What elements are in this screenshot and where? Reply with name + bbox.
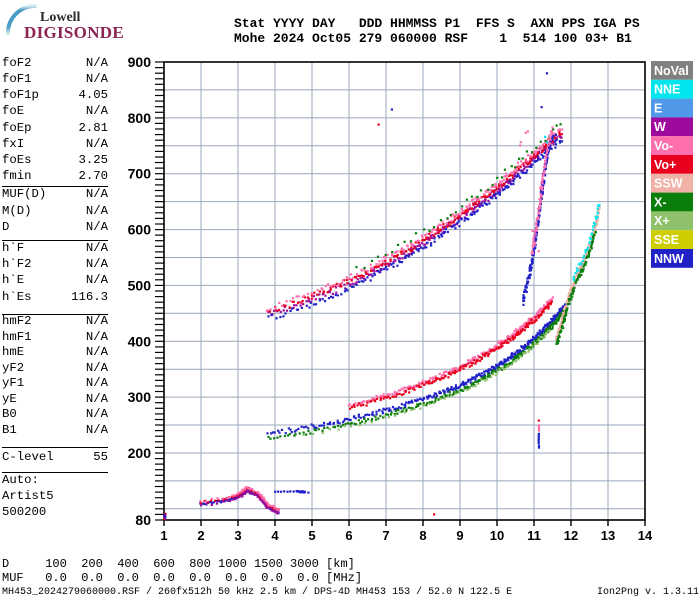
svg-text:6: 6 (345, 528, 352, 543)
svg-text:1: 1 (160, 528, 167, 543)
svg-text:80: 80 (135, 512, 151, 528)
svg-text:7: 7 (382, 528, 389, 543)
svg-text:300: 300 (128, 389, 152, 405)
svg-text:E: E (654, 101, 662, 115)
svg-text:800: 800 (128, 110, 152, 126)
svg-text:Vo-: Vo- (654, 139, 673, 153)
svg-text:500: 500 (128, 277, 152, 293)
svg-text:5: 5 (308, 528, 315, 543)
svg-text:12: 12 (564, 528, 578, 543)
svg-text:SSW: SSW (654, 177, 683, 191)
svg-text:NoVal: NoVal (654, 64, 689, 78)
svg-text:X+: X+ (654, 214, 670, 228)
svg-text:200: 200 (128, 445, 152, 461)
svg-text:900: 900 (128, 54, 152, 70)
svg-text:13: 13 (601, 528, 615, 543)
svg-text:8: 8 (419, 528, 426, 543)
svg-text:SSE: SSE (654, 233, 679, 247)
svg-text:W: W (654, 120, 666, 134)
svg-text:2: 2 (197, 528, 204, 543)
svg-text:10: 10 (490, 528, 504, 543)
svg-text:4: 4 (271, 528, 279, 543)
svg-text:NNE: NNE (654, 83, 680, 97)
svg-text:600: 600 (128, 222, 152, 238)
svg-text:400: 400 (128, 333, 152, 349)
svg-text:X-: X- (654, 195, 667, 209)
svg-text:3: 3 (234, 528, 241, 543)
svg-text:Vo+: Vo+ (654, 158, 676, 172)
svg-text:9: 9 (456, 528, 463, 543)
svg-text:11: 11 (527, 528, 541, 543)
svg-text:700: 700 (128, 166, 152, 182)
svg-text:NNW: NNW (654, 252, 684, 266)
svg-text:14: 14 (638, 528, 653, 543)
